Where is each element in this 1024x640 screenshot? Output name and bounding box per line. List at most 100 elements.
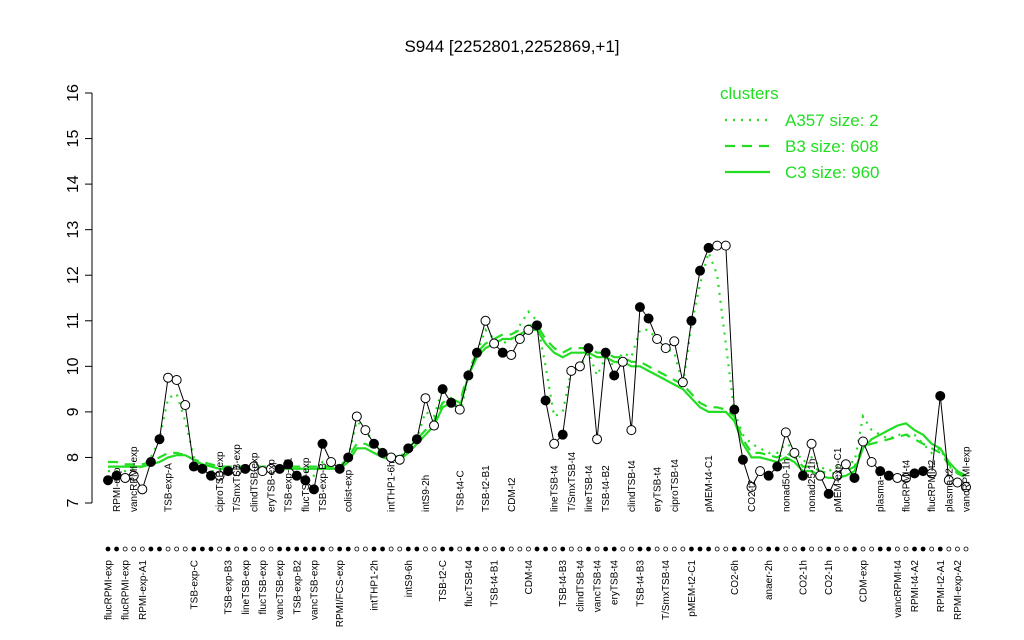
category-dot [731, 546, 737, 552]
data-point [926, 468, 937, 479]
data-point [403, 443, 414, 454]
x-tick-label: plasma-t2 [944, 468, 955, 512]
category-dot [251, 546, 257, 552]
category-dot [217, 546, 222, 552]
y-tick-label: 11 [65, 312, 82, 329]
data-point [394, 454, 405, 465]
data-point [669, 336, 680, 347]
category-dot [105, 546, 111, 552]
category-dot [131, 546, 137, 552]
x-tick-label: eryTSB-t4 [653, 467, 664, 512]
x-tick-label: CDM-exp [859, 560, 870, 603]
category-dot [397, 546, 403, 552]
data-point [755, 466, 766, 477]
data-point [626, 425, 637, 436]
category-dot [448, 546, 454, 552]
category-dot [354, 546, 360, 552]
x-tick-label: intTHP1-2h [369, 560, 380, 611]
x-tick-label: RPMI-exp [112, 467, 123, 512]
category-dot [260, 546, 265, 552]
category-dot [903, 546, 909, 552]
category-dot [723, 546, 729, 552]
category-dot [654, 546, 660, 552]
category-dot [122, 546, 128, 552]
x-tick-label: RPMI-t4-A2 [910, 560, 921, 613]
category-dot [551, 546, 557, 552]
data-point [695, 265, 706, 276]
cluster-line [108, 248, 967, 478]
category-dot [843, 546, 849, 552]
category-dot [680, 546, 686, 552]
category-dot [431, 546, 437, 552]
data-point [634, 302, 645, 313]
category-dot [311, 546, 317, 552]
x-tick-label: TSB-exp-B1 [284, 457, 295, 512]
x-tick-label: CO2-6h [730, 560, 741, 595]
category-dot [268, 546, 274, 552]
x-tick-label: pMEM-exp-C1 [833, 447, 844, 512]
x-tick-label: TSB-exp-B3 [224, 560, 235, 615]
category-dot [508, 546, 514, 552]
data-point [300, 475, 311, 486]
category-dot [834, 546, 840, 552]
category-dot [946, 546, 952, 552]
data-point [763, 470, 774, 481]
x-tick-label: TSB-t4-C [455, 470, 466, 512]
data-point [497, 347, 508, 358]
data-point [317, 438, 328, 449]
category-dot [302, 546, 308, 552]
category-dot [663, 546, 669, 552]
x-tick-label: RPMI/FCS-exp [335, 560, 346, 628]
category-dot [706, 546, 711, 552]
data-point [308, 484, 319, 495]
x-tick-label: vancTSB-t4 [593, 560, 604, 613]
data-point [454, 404, 465, 415]
data-point [514, 334, 525, 344]
data-point [875, 466, 886, 477]
x-tick-label: vancTSB-exp [275, 560, 286, 620]
data-point [617, 356, 628, 367]
x-tick-label: eryTSB-t4 [610, 560, 621, 605]
category-dot [568, 546, 574, 552]
data-point [574, 361, 585, 372]
category-dot [534, 546, 540, 552]
category-dot [165, 546, 171, 552]
data-point [780, 427, 791, 438]
legend-label: C3 size: 960 [785, 163, 880, 182]
data-point [583, 343, 594, 354]
data-point [600, 347, 611, 358]
x-tick-label: flucRPMI-exp [121, 560, 132, 620]
data-point [214, 470, 225, 481]
y-tick-label: 9 [65, 407, 82, 416]
category-dot [603, 546, 609, 552]
data-point [283, 459, 294, 470]
data-point [326, 457, 337, 467]
data-point [849, 472, 860, 483]
category-dot [517, 546, 523, 552]
category-dot [766, 546, 772, 552]
y-tick-label: 13 [65, 221, 82, 239]
x-tick-label: clindTSB-t4 [627, 460, 638, 512]
category-dot [955, 546, 960, 552]
data-point [549, 438, 560, 449]
data-point [643, 313, 654, 324]
x-tick-label: colist-exp [344, 469, 355, 512]
data-point [806, 438, 817, 449]
category-dot [483, 546, 488, 552]
category-dot [620, 546, 626, 552]
x-tick-label: TSB-t4-B2 [601, 465, 612, 512]
data-point [737, 454, 748, 465]
data-point [128, 470, 139, 481]
data-point [952, 477, 963, 488]
x-tick-label: lineTSB-exp [241, 560, 252, 615]
data-point [858, 436, 869, 447]
data-point [368, 438, 379, 449]
x-tick-label: flucRPMI-t4 [901, 459, 912, 512]
y-tick-label: 14 [65, 175, 82, 193]
data-point [377, 447, 388, 458]
category-dot [697, 546, 703, 552]
x-tick-label: CO2-t2 [747, 479, 758, 512]
y-tick-label: 8 [65, 453, 82, 462]
